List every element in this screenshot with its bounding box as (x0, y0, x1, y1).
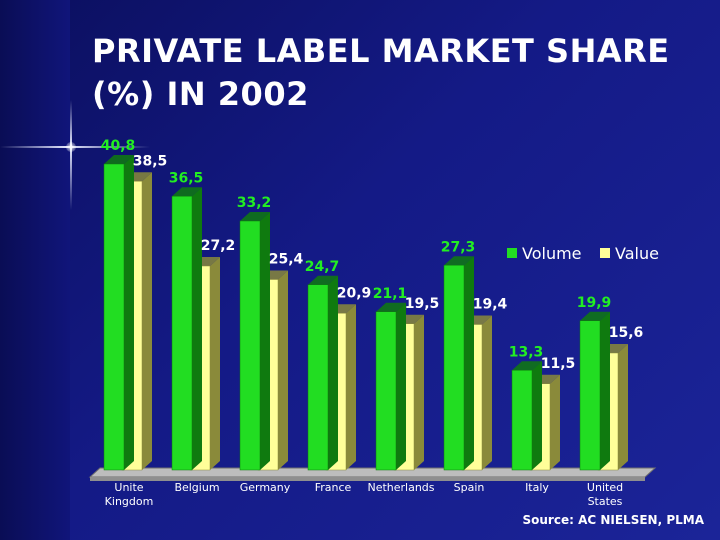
bar-volume-netherlands-side (396, 302, 406, 470)
title-line-2: (%) IN 2002 (92, 75, 309, 113)
data-label-value-netherlands: 19,5 (405, 296, 440, 312)
bar-volume-france-top (308, 275, 338, 285)
bar-value-france-side (346, 304, 356, 470)
legend-swatch-volume (507, 248, 517, 258)
tick-label-france: France (315, 481, 352, 494)
legend-swatch-value (600, 248, 610, 258)
data-label-volume-netherlands: 21,1 (373, 286, 408, 302)
bar-volume-france-side (328, 275, 338, 470)
tick-label-netherlands: Netherlands (367, 481, 434, 494)
data-label-volume-spain: 27,3 (441, 239, 476, 255)
data-label-value-germany: 25,4 (269, 252, 304, 268)
data-label-volume-france: 24,7 (305, 259, 340, 275)
left-band (0, 0, 70, 540)
data-label-volume-belgium: 36,5 (169, 170, 204, 186)
bar-volume-spain (443, 265, 465, 471)
bar-volume-italy-top (512, 361, 542, 371)
bar-volume-germany (239, 220, 261, 471)
bar-value-italy-side (550, 374, 560, 470)
chart-floor-edge (90, 477, 645, 481)
data-label-volume-italy: 13,3 (509, 344, 544, 360)
data-label-value-italy: 11,5 (541, 356, 576, 372)
bar-value-belgium-side (210, 257, 220, 470)
bar-volume-unite-kingdom-top (104, 155, 134, 164)
bar-volume-united-states (579, 320, 601, 471)
data-label-value-belgium: 27,2 (201, 238, 236, 254)
legend-label-value: Value (615, 244, 659, 263)
bar-volume-spain-side (464, 256, 474, 470)
sparkle-center (66, 142, 76, 152)
bar-volume-italy (511, 370, 533, 471)
bar-volume-netherlands (375, 311, 397, 471)
data-label-volume-united-states: 19,9 (577, 295, 612, 311)
tick-label-spain: Spain (454, 481, 485, 494)
bar-value-unite-kingdom-side (142, 172, 152, 470)
title-line-1: PRIVATE LABEL MARKET SHARE (92, 32, 670, 70)
tick-label-germany: Germany (240, 481, 291, 494)
bar-volume-netherlands-top (376, 302, 406, 312)
bar-volume-spain-top (444, 256, 474, 266)
tick-label-italy: Italy (525, 481, 549, 494)
data-label-value-spain: 19,4 (473, 297, 508, 313)
tick-label-unite-kingdom: Unite (114, 481, 143, 494)
tick-label-united-states: United (587, 481, 623, 494)
bar-volume-germany-side (260, 212, 270, 470)
data-label-value-unite-kingdom: 38,5 (133, 153, 168, 169)
tick-label-belgium: Belgium (174, 481, 219, 494)
bar-volume-unite-kingdom (103, 163, 125, 471)
data-label-volume-germany: 33,2 (237, 195, 272, 211)
bar-volume-france (307, 284, 329, 471)
bar-value-germany-side (278, 270, 288, 470)
tick-label-unite-kingdom-line2: Kingdom (105, 495, 154, 508)
bar-volume-italy-side (532, 361, 542, 470)
source-note: Source: AC NIELSEN, PLMA (522, 513, 705, 527)
bar-value-united-states-side (618, 344, 628, 470)
data-label-value-united-states: 15,6 (609, 325, 644, 341)
bar-volume-belgium (171, 196, 193, 471)
bar-volume-united-states-top (580, 311, 610, 321)
bar-volume-belgium-top (172, 187, 202, 197)
bar-volume-united-states-side (600, 311, 610, 470)
bar-value-netherlands-side (414, 314, 424, 470)
tick-label-united-states-line2: States (588, 495, 623, 508)
sparkle-vertical (70, 100, 72, 210)
data-label-volume-unite-kingdom: 40,8 (101, 138, 136, 154)
bar-volume-unite-kingdom-side (124, 155, 134, 470)
legend-label-volume: Volume (522, 244, 582, 263)
bar-volume-germany-top (240, 212, 270, 221)
bar-value-spain-side (482, 315, 492, 470)
data-label-value-france: 20,9 (337, 285, 372, 301)
slide-title: PRIVATE LABEL MARKET SHARE (%) IN 2002 (92, 30, 670, 116)
bar-volume-belgium-side (192, 187, 202, 470)
